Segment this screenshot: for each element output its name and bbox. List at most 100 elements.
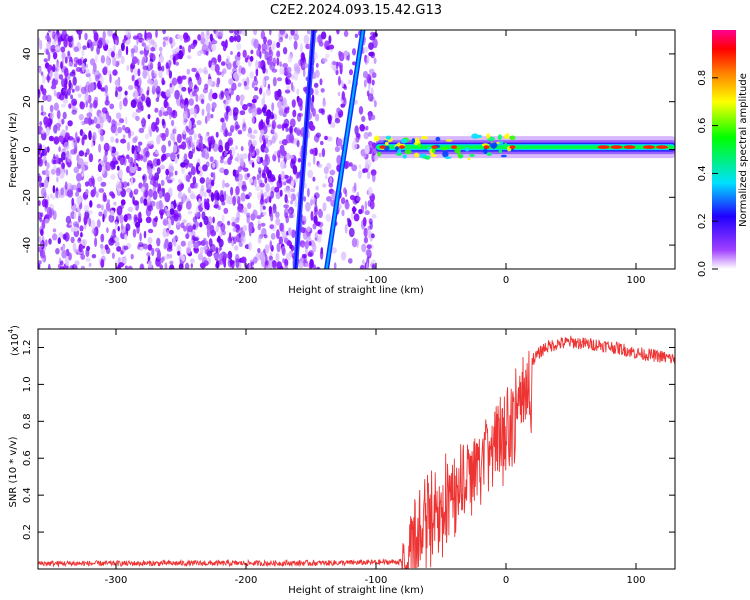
noise-blob bbox=[136, 145, 141, 153]
noise-blob bbox=[40, 228, 44, 236]
noise-blob bbox=[276, 77, 283, 82]
noise-blob bbox=[252, 139, 257, 147]
noise-blob bbox=[104, 84, 109, 94]
noise-blob bbox=[92, 131, 97, 142]
noise-blob bbox=[348, 258, 353, 264]
noise-blob bbox=[147, 114, 151, 120]
noise-blob bbox=[73, 248, 78, 254]
noise-blob bbox=[111, 119, 116, 128]
noise-blob bbox=[155, 85, 161, 95]
noise-blob bbox=[256, 173, 260, 181]
noise-blob bbox=[114, 130, 119, 136]
noise-blob bbox=[311, 94, 315, 103]
noise-blob bbox=[217, 54, 222, 63]
noise-blob bbox=[300, 52, 305, 61]
noise-blob bbox=[39, 121, 43, 126]
noise-blob bbox=[369, 116, 372, 121]
noise-blob bbox=[122, 181, 128, 188]
noise-blob bbox=[276, 124, 283, 129]
noise-blob bbox=[215, 224, 220, 233]
noise-blob bbox=[351, 212, 354, 220]
noise-blob bbox=[208, 60, 212, 68]
snr-y-scale-suffix: ) bbox=[10, 325, 21, 329]
noise-blob bbox=[356, 196, 361, 202]
noise-blob bbox=[314, 69, 320, 79]
noise-blob bbox=[116, 121, 121, 126]
noise-blob bbox=[364, 144, 370, 155]
noise-blob bbox=[262, 91, 266, 100]
noise-blob bbox=[110, 235, 113, 244]
noise-blob bbox=[285, 252, 292, 261]
tone-line-burst bbox=[411, 138, 416, 144]
noise-blob bbox=[140, 265, 144, 269]
noise-blob bbox=[292, 109, 297, 118]
noise-blob bbox=[262, 211, 267, 216]
noise-blob bbox=[313, 264, 316, 269]
noise-blob bbox=[259, 182, 265, 188]
noise-blob bbox=[177, 204, 182, 212]
noise-blob bbox=[225, 58, 230, 65]
noise-blob bbox=[150, 140, 154, 145]
noise-blob bbox=[70, 236, 75, 244]
noise-blob bbox=[229, 154, 233, 161]
noise-blob bbox=[75, 191, 80, 197]
noise-blob bbox=[60, 246, 63, 251]
noise-blob bbox=[320, 140, 324, 146]
noise-blob bbox=[255, 67, 259, 77]
noise-blob bbox=[203, 191, 207, 198]
noise-blob bbox=[68, 252, 72, 261]
noise-blob bbox=[84, 117, 89, 125]
noise-blob bbox=[210, 114, 214, 119]
noise-blob bbox=[327, 114, 332, 125]
noise-blob bbox=[359, 124, 366, 132]
noise-blob bbox=[289, 244, 293, 249]
noise-blob bbox=[159, 257, 164, 264]
noise-blob bbox=[284, 89, 291, 94]
noise-blob bbox=[285, 215, 290, 224]
noise-blob bbox=[229, 149, 232, 156]
noise-blob bbox=[85, 72, 91, 78]
noise-blob bbox=[240, 146, 244, 152]
noise-blob bbox=[174, 61, 180, 66]
noise-blob bbox=[237, 224, 240, 230]
noise-blob bbox=[71, 141, 75, 148]
noise-blob bbox=[343, 85, 348, 90]
noise-blob bbox=[142, 173, 147, 183]
noise-blob bbox=[120, 55, 125, 65]
noise-blob bbox=[154, 107, 159, 113]
noise-blob bbox=[192, 39, 198, 45]
noise-blob bbox=[255, 185, 261, 192]
noise-blob bbox=[184, 262, 190, 269]
noise-blob bbox=[287, 72, 292, 78]
noise-blob bbox=[38, 260, 42, 265]
noise-blob bbox=[67, 136, 74, 141]
noise-blob bbox=[222, 179, 225, 189]
noise-blob bbox=[141, 42, 147, 47]
noise-blob bbox=[315, 113, 320, 122]
noise-blob bbox=[362, 70, 369, 79]
tone-line-burst bbox=[500, 154, 507, 158]
noise-blob bbox=[318, 152, 322, 158]
noise-blob bbox=[198, 142, 202, 152]
noise-blob bbox=[60, 46, 66, 53]
noise-blob bbox=[215, 260, 220, 269]
noise-blob bbox=[265, 44, 270, 51]
noise-blob bbox=[89, 200, 93, 208]
noise-blob bbox=[305, 43, 311, 50]
noise-blob bbox=[324, 135, 328, 141]
noise-blob bbox=[246, 102, 252, 107]
noise-blob bbox=[56, 109, 61, 120]
noise-blob bbox=[277, 100, 282, 109]
spectrogram-x-label: Height of straight line (km) bbox=[288, 285, 424, 296]
noise-blob bbox=[357, 170, 362, 180]
noise-blob bbox=[224, 182, 230, 188]
tone-line-burst bbox=[397, 149, 402, 154]
noise-blob bbox=[353, 213, 360, 222]
noise-blob bbox=[96, 219, 101, 228]
noise-blob bbox=[127, 215, 133, 221]
noise-blob bbox=[253, 30, 258, 36]
noise-blob bbox=[188, 80, 193, 90]
noise-blob bbox=[259, 51, 262, 59]
noise-blob bbox=[78, 113, 84, 121]
noise-blob bbox=[143, 230, 147, 239]
